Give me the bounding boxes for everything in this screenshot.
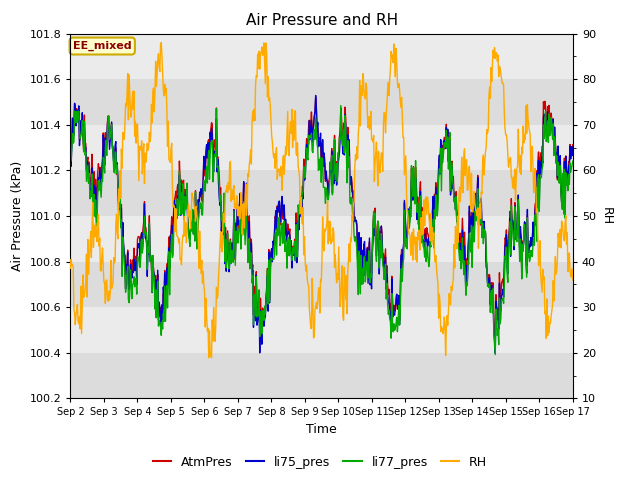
Bar <box>70 353 573 398</box>
X-axis label: Time: Time <box>306 423 337 436</box>
Title: Air Pressure and RH: Air Pressure and RH <box>246 13 397 28</box>
Y-axis label: RH: RH <box>600 207 612 225</box>
Legend: AtmPres, li75_pres, li77_pres, RH: AtmPres, li75_pres, li77_pres, RH <box>148 451 492 474</box>
Bar <box>70 34 573 79</box>
Bar <box>70 307 573 353</box>
Bar <box>70 170 573 216</box>
Bar <box>70 125 573 170</box>
Text: EE_mixed: EE_mixed <box>73 41 132 51</box>
Bar <box>70 262 573 307</box>
Bar <box>70 79 573 125</box>
Y-axis label: Air Pressure (kPa): Air Pressure (kPa) <box>11 161 24 271</box>
Bar <box>70 216 573 262</box>
